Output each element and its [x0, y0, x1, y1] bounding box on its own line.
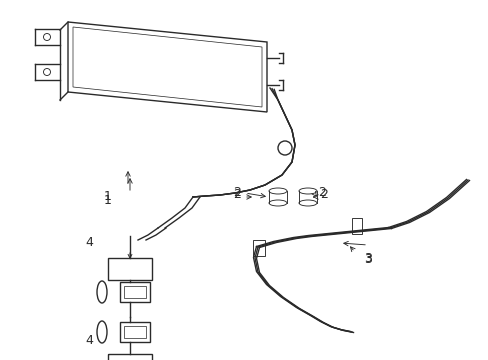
- Bar: [351, 218, 361, 234]
- Bar: [252, 240, 264, 256]
- Text: 2: 2: [319, 189, 327, 202]
- Text: 3: 3: [364, 252, 371, 265]
- Text: 4: 4: [85, 333, 93, 346]
- Text: 1: 1: [104, 194, 112, 207]
- Text: 4: 4: [85, 235, 93, 248]
- Bar: [124, 286, 146, 298]
- Text: 1: 1: [104, 190, 112, 203]
- Text: 3: 3: [364, 253, 371, 266]
- Text: 2: 2: [317, 186, 325, 199]
- Bar: [120, 282, 150, 302]
- Text: 2: 2: [233, 186, 241, 199]
- Bar: [108, 354, 152, 360]
- Bar: [120, 322, 150, 342]
- Bar: [108, 258, 152, 280]
- Text: 2: 2: [233, 189, 241, 202]
- Bar: [124, 326, 146, 338]
